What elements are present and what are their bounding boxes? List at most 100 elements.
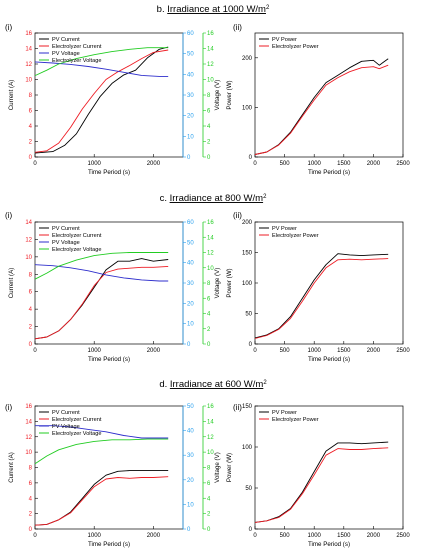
y-tick-label: 200: [242, 220, 253, 226]
y-tick-label: 0: [249, 155, 253, 161]
y3-tick-label: 4: [207, 496, 211, 502]
chart-c-ii: 0 500 1000 1500 2000 2500 Time Period (s) 0 50 10…: [226, 220, 410, 363]
legend-label-pv-voltage: PV Voltage: [52, 240, 80, 246]
y-axis-label: Power (W): [226, 80, 233, 109]
y2-tick-label: 10: [187, 134, 194, 140]
y-tick-label: 50: [245, 486, 252, 492]
y-tick-label: 10: [25, 255, 32, 261]
series-line-electrolyzer-current: [34, 265, 169, 340]
y2-tick-label: 0: [187, 155, 191, 161]
y-tick-label: 12: [25, 62, 32, 68]
series-line-pv-current: [34, 470, 169, 526]
legend-label-pv-current: PV Current: [52, 37, 80, 43]
x-tick-label: 0: [33, 161, 37, 167]
y3-tick-label: 8: [207, 466, 211, 472]
y-tick-label: 2: [29, 325, 33, 331]
y3-tick-label: 12: [207, 62, 214, 68]
x-tick-label: 2500: [396, 348, 410, 354]
x-tick-label: 1000: [88, 348, 102, 354]
y2-tick-label: 50: [187, 52, 194, 58]
y-axis-label: Current (A): [8, 80, 15, 111]
series-line-pv-voltage: [34, 61, 169, 77]
x-tick-label: 1000: [88, 161, 102, 167]
y-tick-label: 16: [25, 404, 32, 410]
y2-tick-label: 30: [187, 453, 194, 459]
y2-tick-label: 0: [187, 527, 191, 533]
series-line-electrolyzer-current: [34, 49, 169, 153]
y2-tick-label: 50: [187, 240, 194, 246]
chart-b-ii: 0 500 1000 1500 2000 2500 Time Period (s) 0 100 2…: [226, 32, 410, 176]
y2-tick-label: 60: [187, 220, 194, 226]
panel-label-b-i: (i): [5, 23, 12, 32]
y3-tick-label: 16: [207, 404, 214, 410]
x-tick-label: 1000: [308, 533, 322, 539]
y3-tick-label: 2: [207, 512, 211, 518]
legend-label-pv-voltage: PV Voltage: [52, 51, 80, 57]
x-tick-label: 1000: [88, 533, 102, 539]
y-tick-label: 0: [29, 342, 33, 348]
y-tick-label: 50: [245, 312, 252, 318]
y2-tick-label: 40: [187, 429, 194, 435]
y-tick-label: 2: [29, 140, 33, 146]
legend-label-electrolyzer-current: Electrolyzer Current: [52, 417, 102, 423]
x-tick-label: 1500: [337, 348, 351, 354]
series-line-electrolyzer-current: [34, 476, 169, 526]
x-axis-label: Time Period (s): [88, 169, 130, 176]
y2-tick-label: 40: [187, 261, 194, 267]
x-tick-label: 0: [33, 533, 37, 539]
x-tick-label: 0: [33, 348, 37, 354]
y3-tick-label: 14: [207, 419, 214, 425]
y2-axis-label: Voltage (V): [214, 452, 221, 483]
y-tick-label: 100: [242, 445, 253, 451]
y3-tick-label: 12: [207, 435, 214, 441]
series-line-pv-voltage: [35, 425, 169, 439]
panel-label-c-i: (i): [5, 211, 12, 220]
legend-label-electrolyzer-voltage: Electrolyzer Voltage: [52, 247, 101, 253]
x-tick-label: 2000: [147, 533, 161, 539]
x-tick-label: 2000: [367, 533, 381, 539]
x-tick-label: 1000: [308, 348, 322, 354]
y-tick-label: 0: [29, 527, 33, 533]
y3-tick-label: 4: [207, 124, 211, 130]
y2-tick-label: 20: [187, 301, 194, 307]
y-tick-label: 150: [242, 251, 253, 257]
y2-axis-label: Voltage (V): [214, 268, 221, 299]
panel-label-d-i: (i): [5, 403, 12, 412]
y-tick-label: 14: [25, 220, 32, 226]
y-axis-label: Current (A): [8, 452, 15, 483]
x-tick-label: 500: [280, 533, 291, 539]
x-tick-label: 2500: [396, 161, 410, 167]
y2-tick-label: 0: [187, 342, 191, 348]
y3-tick-label: 10: [207, 450, 214, 456]
x-axis-label: Time Period (s): [308, 169, 350, 176]
y3-tick-label: 16: [207, 31, 214, 37]
series-line-electrolyzer-voltage: [34, 47, 169, 77]
y-tick-label: 10: [25, 450, 32, 456]
y-tick-label: 8: [29, 272, 33, 278]
legend-label-pv-power: PV Power: [272, 37, 297, 43]
x-tick-label: 1000: [308, 161, 322, 167]
y-tick-label: 6: [29, 290, 33, 296]
series-line-pv-current: [34, 258, 169, 340]
y2-tick-label: 10: [187, 502, 194, 508]
legend-label-electrolyzer-power: Electrolyzer Power: [272, 233, 319, 239]
y-tick-label: 10: [25, 78, 32, 84]
legend-label-pv-power: PV Power: [272, 226, 297, 232]
y3-tick-label: 16: [207, 220, 214, 226]
series-line-pv-power: [254, 253, 389, 339]
y2-tick-label: 20: [187, 114, 194, 120]
section-title-c: c. Irradiance at 800 W/m2: [160, 193, 268, 204]
series-line-pv-power: [254, 441, 389, 523]
y-tick-label: 4: [29, 496, 33, 502]
y3-tick-label: 6: [207, 481, 211, 487]
panel-label-c-ii: (ii): [233, 211, 242, 220]
legend-label-electrolyzer-power: Electrolyzer Power: [272, 417, 319, 423]
y3-tick-label: 10: [207, 78, 214, 84]
y-tick-label: 12: [25, 435, 32, 441]
y-tick-label: 6: [29, 109, 33, 115]
series-line-pv-current: [34, 46, 169, 154]
y-tick-label: 4: [29, 307, 33, 313]
y-tick-label: 14: [25, 47, 32, 53]
chart-d-ii: 0 500 1000 1500 2000 2500 Time Period (s) 0 50 10…: [226, 404, 410, 548]
